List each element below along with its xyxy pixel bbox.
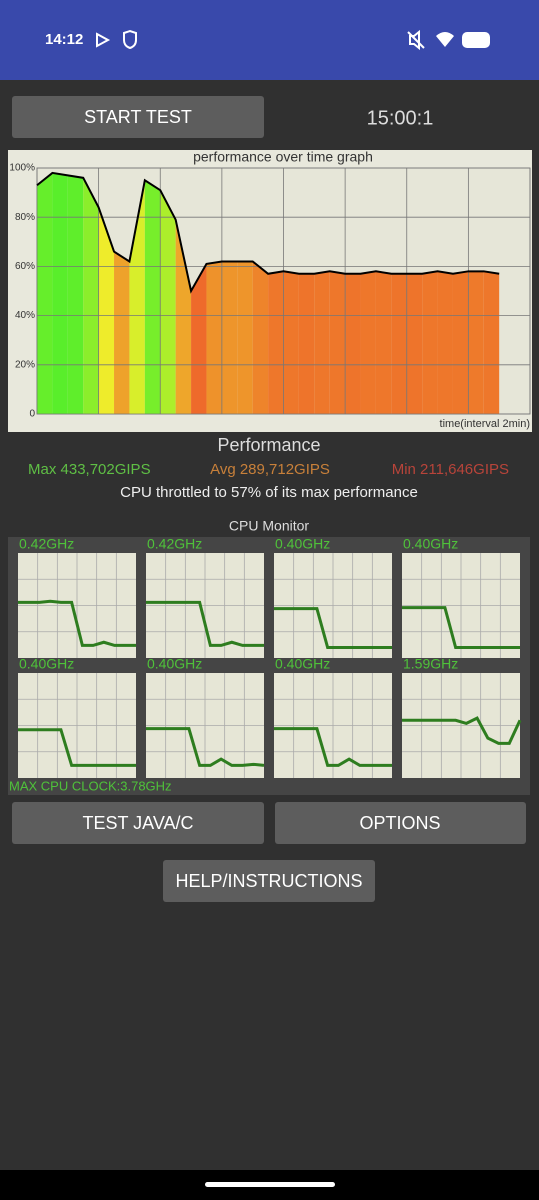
icon-mute (407, 29, 425, 51)
options-button[interactable] (275, 802, 526, 844)
area-segment (452, 271, 469, 414)
grid (36, 167, 531, 415)
core-line (18, 599, 136, 647)
max-clock: MAX CPU CLOCK:3.78GHz (9, 778, 172, 793)
icon-battery (462, 32, 490, 48)
area-segment (98, 207, 115, 414)
area-segment (191, 263, 207, 414)
area-segment (160, 190, 176, 414)
java-button[interactable] (12, 802, 264, 844)
core-label: 0.40GHz (19, 656, 74, 672)
area-segment (83, 177, 99, 414)
area-segment (283, 271, 299, 414)
performance-line (36, 171, 500, 294)
y-tick-label: 100% (9, 163, 35, 174)
options-label[interactable]: OPTIONS (359, 813, 440, 833)
stat-min: Min 211,646GIPS (392, 461, 509, 478)
cores: 0.42GHz 0.42GHz 0.40GHz 0.40GHz 0.40GHz 0.40G… (18, 536, 522, 778)
area-segment (437, 271, 453, 414)
core-label: 0.40GHz (403, 536, 458, 552)
core-line (18, 728, 136, 767)
stat-max: Max 433,702GIPS (28, 461, 151, 478)
area-segment (268, 271, 284, 414)
clock: 14:12 (45, 31, 83, 48)
area-segment (221, 261, 238, 414)
icon-play (96, 32, 111, 48)
area-segment (406, 273, 423, 414)
graph-title: performance over time graph (193, 149, 373, 165)
help-label[interactable]: HELP/INSTRUCTIONS (175, 871, 362, 891)
area-segment (298, 273, 315, 414)
area-segment (375, 271, 392, 414)
y-tick-label: 0 (29, 409, 35, 420)
stats-title: Performance (217, 435, 320, 455)
help-button[interactable] (163, 860, 375, 902)
area-segment (237, 261, 253, 414)
core-line (274, 727, 392, 767)
area-segment (37, 172, 53, 414)
area-segment (483, 271, 500, 414)
area-segment (329, 271, 346, 414)
area-segment (67, 175, 84, 414)
core-label: 0.42GHz (19, 536, 74, 552)
y-tick-label: 80% (15, 212, 35, 223)
y-tick-label: 60% (15, 261, 35, 272)
area-segment (175, 219, 192, 414)
x-axis-label: time(interval 2min) (440, 418, 530, 430)
plot: 0 20% 40% 60% 80% 100% (9, 163, 531, 420)
area-segment (252, 261, 269, 414)
core-line (274, 607, 392, 649)
java-label[interactable]: TEST JAVA/C (82, 813, 193, 833)
core-label: 0.40GHz (275, 656, 330, 672)
area-segment (52, 172, 68, 414)
core-line (146, 727, 265, 767)
area-segment (114, 251, 130, 414)
core-label: 0.40GHz (147, 656, 202, 672)
area-segment (345, 273, 361, 414)
area-segment (144, 180, 161, 414)
core-line (402, 716, 522, 745)
core-label: 1.59GHz (403, 656, 458, 672)
area-segment (129, 180, 145, 414)
start-button[interactable] (12, 96, 264, 138)
core-line (146, 600, 264, 647)
area-segment (391, 273, 407, 414)
icon-wifi (436, 32, 454, 47)
icon-shield (123, 29, 137, 50)
area-segment (314, 271, 330, 414)
area-segment (422, 271, 438, 414)
area-segment (468, 271, 484, 414)
core-label: 0.40GHz (275, 536, 330, 552)
timer: 15:00:1 (367, 107, 434, 129)
y-tick-label: 20% (15, 359, 35, 370)
stat-avg: Avg 289,712GIPS (210, 461, 330, 478)
area-segment (360, 271, 376, 414)
y-tick-label: 40% (15, 310, 35, 321)
throttle-text: CPU throttled to 57% of its max performa… (120, 484, 418, 501)
cpu-monitor-title: CPU Monitor (229, 518, 309, 534)
core-label: 0.42GHz (147, 536, 202, 552)
home-indicator[interactable] (205, 1182, 335, 1187)
core-line (402, 606, 520, 649)
start-label[interactable]: START TEST (84, 107, 192, 127)
area-segment (206, 261, 222, 414)
